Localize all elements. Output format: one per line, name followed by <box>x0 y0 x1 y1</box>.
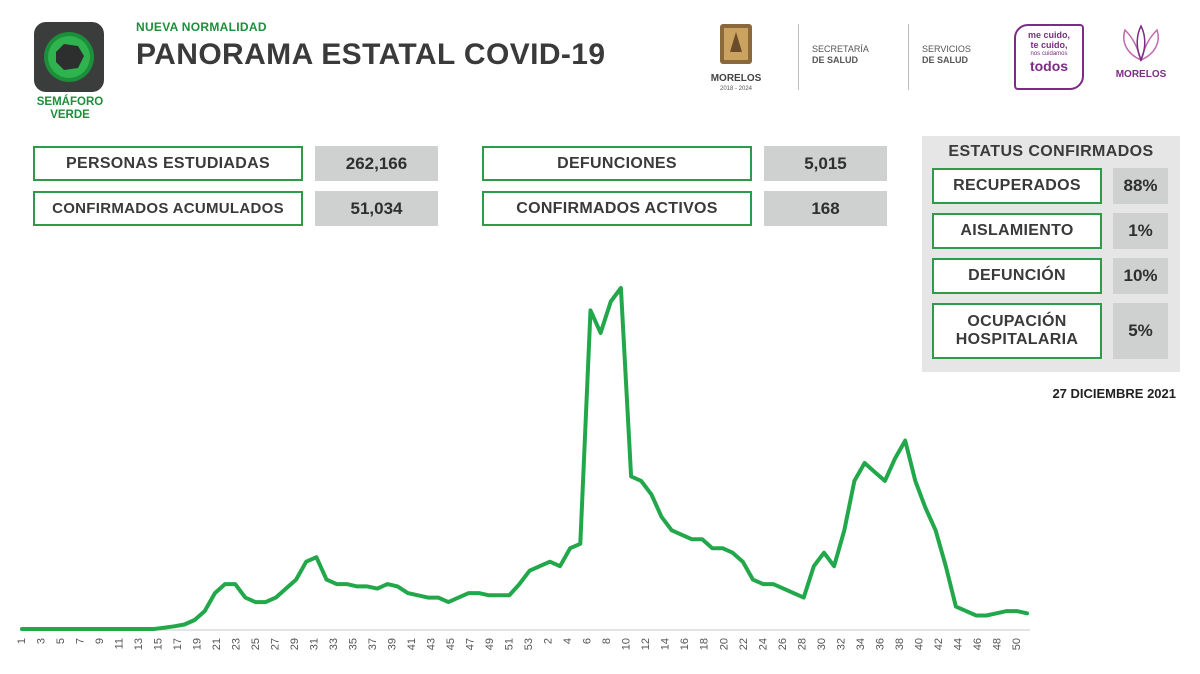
morelos-state-logo: MORELOS 2018 - 2024 <box>702 22 770 94</box>
page-title: PANORAMA ESTATAL COVID-19 <box>136 38 606 71</box>
x-tick-label: 34 <box>855 638 867 650</box>
x-tick-label: 13 <box>133 638 145 650</box>
x-tick-label: 21 <box>211 638 223 650</box>
x-tick-label: 49 <box>484 638 496 650</box>
status-value-ocupacion: 5% <box>1113 303 1168 359</box>
x-tick-label: 32 <box>835 638 847 650</box>
x-tick-label: 39 <box>387 638 399 650</box>
status-label-ocupacion: OCUPACIÓN HOSPITALARIA <box>932 303 1102 359</box>
x-tick-label: 46 <box>972 638 984 650</box>
semaforo-badge <box>34 22 104 92</box>
stat-label-defunciones: DEFUNCIONES <box>482 146 752 181</box>
x-tick-label: 20 <box>718 638 730 650</box>
kicker-text: NUEVA NORMALIDAD <box>136 20 267 34</box>
secretaria-line2: DE SALUD <box>812 55 859 65</box>
x-tick-label: 9 <box>94 638 106 644</box>
flower-icon <box>1123 24 1159 62</box>
morelos-years: 2018 - 2024 <box>719 86 753 92</box>
servicios-line1: SERVICIOS <box>922 44 971 54</box>
stat-label-confirmados-activos: CONFIRMADOS ACTIVOS <box>482 191 752 226</box>
stat-label-estudiadas: PERSONAS ESTUDIADAS <box>33 146 303 181</box>
x-tick-label: 22 <box>738 638 750 650</box>
x-tick-labels: 1 3 5 7 9 11 13 15 17 19 21 23 25 27 29 31 33 35 37 39 41 43 4… <box>16 638 1023 650</box>
x-tick-label: 4 <box>562 638 574 644</box>
x-tick-label: 28 <box>796 638 808 650</box>
stat-label-confirmados-acumulados: CONFIRMADOS ACUMULADOS <box>33 191 303 226</box>
logo-divider <box>798 24 799 90</box>
x-tick-label: 43 <box>426 638 438 650</box>
x-tick-label: 38 <box>894 638 906 650</box>
x-tick-label: 11 <box>113 638 125 649</box>
x-tick-label: 23 <box>231 638 243 650</box>
x-tick-label: 19 <box>191 638 203 650</box>
x-tick-label: 48 <box>991 638 1003 650</box>
stat-value-confirmados-acumulados: 51,034 <box>315 191 438 226</box>
x-tick-label: 8 <box>601 638 613 644</box>
x-tick-label: 33 <box>328 638 340 650</box>
x-tick-label: 15 <box>152 638 164 650</box>
campaign-line4: todos <box>1029 58 1069 74</box>
campaign-line2: te cuido, <box>1030 40 1068 50</box>
x-tick-label: 5 <box>55 638 67 644</box>
secretaria-line1: SECRETARÍA <box>812 44 869 54</box>
x-tick-label: 6 <box>582 638 594 644</box>
campaign-line3: nos cuidamos <box>1030 51 1068 57</box>
x-tick-label: 44 <box>952 638 964 650</box>
morelos-gov-text: MORELOS <box>1115 69 1167 80</box>
status-panel-title: ESTATUS CONFIRMADOS <box>948 143 1154 160</box>
x-tick-label: 30 <box>816 638 828 650</box>
x-tick-label: 17 <box>172 638 184 650</box>
status-value-aislamiento: 1% <box>1113 213 1168 249</box>
servicios-logo: SERVICIOS DE SALUD <box>922 44 971 66</box>
x-tick-label: 24 <box>757 638 769 650</box>
status-label-recuperados: RECUPERADOS <box>932 168 1102 204</box>
status-value-defuncion: 10% <box>1113 258 1168 294</box>
coat-of-arms-icon <box>720 24 752 64</box>
secretaria-logo: SECRETARÍA DE SALUD <box>812 44 869 66</box>
x-tick-label: 10 <box>621 638 633 650</box>
stat-value-defunciones: 5,015 <box>764 146 887 181</box>
x-tick-label: 27 <box>270 638 282 650</box>
campaign-line1: me cuido, <box>1027 30 1070 40</box>
x-tick-label: 51 <box>504 638 516 650</box>
x-tick-label: 40 <box>913 638 925 650</box>
x-tick-label: 41 <box>406 638 418 650</box>
x-tick-label: 16 <box>679 638 691 650</box>
logo-divider <box>908 24 909 90</box>
x-tick-label: 37 <box>367 638 379 650</box>
x-tick-label: 2 <box>543 638 555 644</box>
x-tick-label: 12 <box>640 638 652 650</box>
servicios-line2: DE SALUD <box>922 55 969 65</box>
x-tick-label: 7 <box>74 638 86 644</box>
campaign-logo: me cuido, te cuido, nos cuidamos todos <box>1014 24 1084 90</box>
semaforo-icon <box>44 32 94 82</box>
x-tick-label: 42 <box>933 638 945 650</box>
morelos-gov-logo: MORELOS <box>1108 24 1174 80</box>
x-tick-label: 50 <box>1011 638 1023 650</box>
stat-value-confirmados-activos: 168 <box>764 191 887 226</box>
x-tick-label: 47 <box>465 638 477 650</box>
x-tick-label: 14 <box>660 638 672 650</box>
x-tick-label: 53 <box>523 638 535 650</box>
x-tick-label: 45 <box>445 638 457 650</box>
series-line <box>20 286 1029 631</box>
cases-line-chart: 1 3 5 7 9 11 13 15 17 19 21 23 25 27 29 31 33 35 37 39 41 43 4… <box>16 286 1030 650</box>
x-tick-label: 31 <box>309 638 321 650</box>
x-tick-label: 29 <box>289 638 301 650</box>
stat-value-estudiadas: 262,166 <box>315 146 438 181</box>
status-label-aislamiento: AISLAMIENTO <box>932 213 1102 249</box>
x-tick-label: 25 <box>250 638 262 650</box>
x-tick-label: 3 <box>35 638 47 644</box>
x-tick-label: 18 <box>699 638 711 650</box>
report-date: 27 DICIEMBRE 2021 <box>1052 386 1176 401</box>
status-label-defuncion: DEFUNCIÓN <box>932 258 1102 294</box>
x-tick-label: 1 <box>16 638 28 644</box>
semaforo-label: SEMÁFORO VERDE <box>36 96 104 121</box>
morelos-logo-text: MORELOS <box>710 73 762 84</box>
x-tick-label: 35 <box>348 638 360 650</box>
status-value-recuperados: 88% <box>1113 168 1168 204</box>
x-tick-label: 26 <box>777 638 789 650</box>
x-tick-label: 36 <box>874 638 886 650</box>
